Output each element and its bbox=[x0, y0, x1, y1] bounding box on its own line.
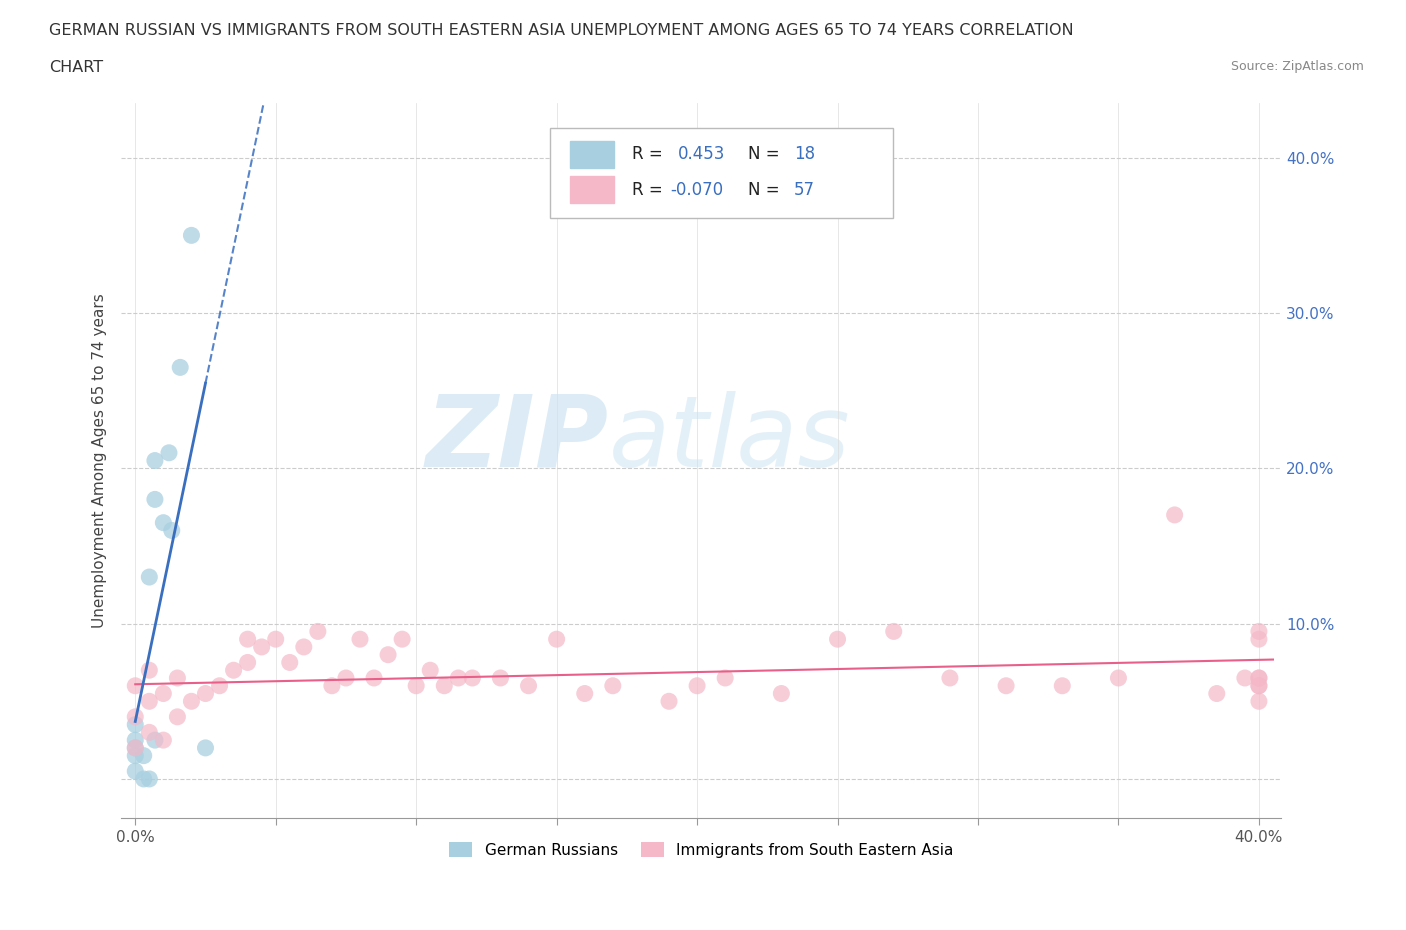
Point bbox=[132, 749, 155, 764]
Text: N =: N = bbox=[748, 145, 785, 163]
Point bbox=[124, 717, 146, 732]
Point bbox=[1247, 631, 1270, 646]
FancyBboxPatch shape bbox=[551, 128, 893, 218]
Point bbox=[517, 678, 540, 693]
Text: 18: 18 bbox=[794, 145, 815, 163]
Point bbox=[166, 710, 188, 724]
Point bbox=[138, 772, 160, 787]
Point bbox=[152, 686, 174, 701]
Point bbox=[250, 640, 273, 655]
Point bbox=[307, 624, 329, 639]
Point bbox=[138, 724, 160, 739]
Point bbox=[433, 678, 456, 693]
Point bbox=[194, 686, 217, 701]
Point bbox=[1247, 624, 1270, 639]
Point bbox=[138, 663, 160, 678]
Text: 57: 57 bbox=[794, 180, 815, 199]
Text: N =: N = bbox=[748, 180, 785, 199]
Point bbox=[124, 764, 146, 778]
Point bbox=[152, 515, 174, 530]
Point bbox=[132, 772, 155, 787]
Point bbox=[236, 655, 259, 670]
Point bbox=[143, 492, 166, 507]
Legend: German Russians, Immigrants from South Eastern Asia: German Russians, Immigrants from South E… bbox=[443, 835, 959, 864]
Point bbox=[124, 740, 146, 755]
Point bbox=[489, 671, 512, 685]
Point bbox=[1247, 694, 1270, 709]
Point bbox=[1107, 671, 1129, 685]
Point bbox=[194, 740, 217, 755]
Point bbox=[292, 640, 315, 655]
Point bbox=[124, 678, 146, 693]
Point bbox=[1247, 671, 1270, 685]
Point bbox=[939, 671, 962, 685]
Text: R =: R = bbox=[631, 145, 668, 163]
Point bbox=[166, 671, 188, 685]
Y-axis label: Unemployment Among Ages 65 to 74 years: Unemployment Among Ages 65 to 74 years bbox=[93, 293, 107, 628]
Point bbox=[278, 655, 301, 670]
Point bbox=[1233, 671, 1256, 685]
Point bbox=[1052, 678, 1074, 693]
Point bbox=[658, 694, 681, 709]
Text: ZIP: ZIP bbox=[426, 391, 609, 487]
Point bbox=[883, 624, 905, 639]
Point bbox=[546, 631, 568, 646]
Point bbox=[686, 678, 709, 693]
Point bbox=[391, 631, 413, 646]
Point bbox=[180, 228, 202, 243]
Point bbox=[1163, 508, 1185, 523]
Point bbox=[138, 694, 160, 709]
Point bbox=[124, 710, 146, 724]
Point bbox=[160, 523, 183, 538]
Point bbox=[236, 631, 259, 646]
Point bbox=[447, 671, 470, 685]
Text: Source: ZipAtlas.com: Source: ZipAtlas.com bbox=[1230, 60, 1364, 73]
Point bbox=[124, 740, 146, 755]
Point bbox=[152, 733, 174, 748]
Point bbox=[1205, 686, 1227, 701]
Point bbox=[574, 686, 596, 701]
Bar bbox=[571, 140, 614, 167]
Point bbox=[1247, 671, 1270, 685]
Point bbox=[714, 671, 737, 685]
Text: CHART: CHART bbox=[49, 60, 103, 75]
Point bbox=[827, 631, 849, 646]
Point bbox=[377, 647, 399, 662]
Text: GERMAN RUSSIAN VS IMMIGRANTS FROM SOUTH EASTERN ASIA UNEMPLOYMENT AMONG AGES 65 : GERMAN RUSSIAN VS IMMIGRANTS FROM SOUTH … bbox=[49, 23, 1074, 38]
Point bbox=[222, 663, 245, 678]
Point bbox=[321, 678, 343, 693]
Point bbox=[143, 733, 166, 748]
Point bbox=[157, 445, 180, 460]
Point bbox=[143, 453, 166, 468]
Point bbox=[264, 631, 287, 646]
Text: atlas: atlas bbox=[609, 391, 851, 487]
Text: R =: R = bbox=[631, 180, 668, 199]
Point bbox=[419, 663, 441, 678]
Point bbox=[770, 686, 793, 701]
Point bbox=[1247, 678, 1270, 693]
Point bbox=[363, 671, 385, 685]
Text: 0.453: 0.453 bbox=[678, 145, 725, 163]
Text: -0.070: -0.070 bbox=[671, 180, 723, 199]
Point bbox=[208, 678, 231, 693]
Point bbox=[124, 749, 146, 764]
Point bbox=[995, 678, 1018, 693]
Point bbox=[180, 694, 202, 709]
Point bbox=[1247, 678, 1270, 693]
Point bbox=[169, 360, 191, 375]
Point bbox=[602, 678, 624, 693]
Point bbox=[138, 569, 160, 584]
Point bbox=[335, 671, 357, 685]
Point bbox=[349, 631, 371, 646]
Point bbox=[124, 733, 146, 748]
Point bbox=[461, 671, 484, 685]
Bar bbox=[571, 176, 614, 204]
Point bbox=[405, 678, 427, 693]
